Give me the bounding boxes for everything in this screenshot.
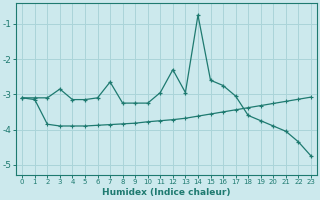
X-axis label: Humidex (Indice chaleur): Humidex (Indice chaleur) xyxy=(102,188,231,197)
